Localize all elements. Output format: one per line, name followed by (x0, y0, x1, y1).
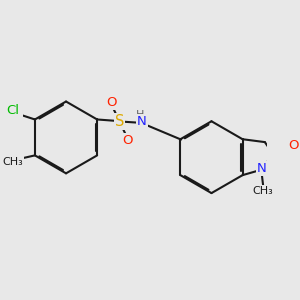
Text: Cl: Cl (6, 104, 19, 117)
Text: CH₃: CH₃ (2, 157, 23, 167)
Text: O: O (106, 96, 117, 109)
Text: O: O (122, 134, 133, 147)
Text: N: N (257, 162, 267, 175)
Text: H: H (136, 110, 144, 120)
Text: CH₃: CH₃ (253, 186, 273, 196)
Text: S: S (115, 114, 124, 129)
Text: O: O (288, 139, 298, 152)
Text: N: N (137, 115, 146, 128)
